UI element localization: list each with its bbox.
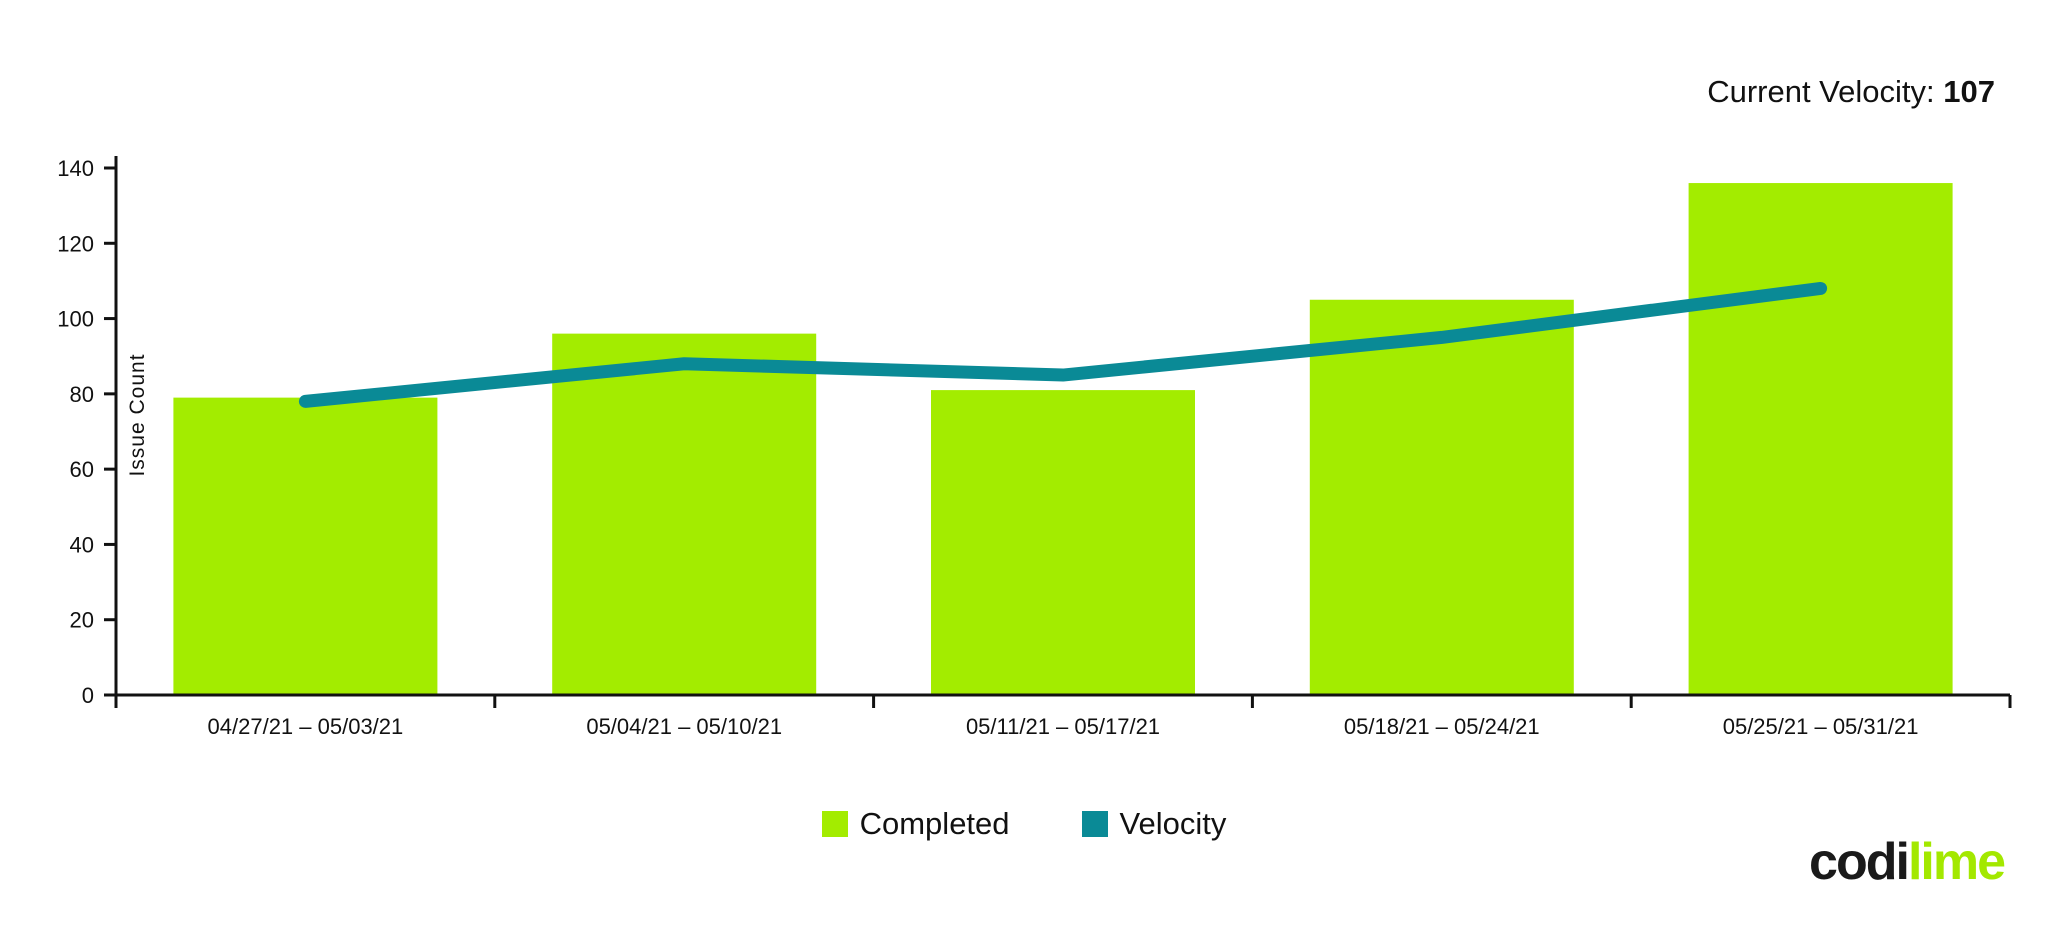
x-tick-label: 05/25/21 – 05/31/21	[1723, 714, 1919, 739]
legend-swatch-completed	[821, 811, 848, 837]
y-tick-label: 140	[57, 156, 94, 181]
bar-completed	[552, 333, 817, 695]
legend-item-velocity: Velocity	[1081, 806, 1227, 842]
bar-completed	[1309, 299, 1574, 695]
y-tick-label: 20	[70, 608, 94, 633]
x-tick-label: 05/04/21 – 05/10/21	[586, 714, 782, 739]
x-tick-label: 04/27/21 – 05/03/21	[208, 714, 404, 739]
x-tick-label: 05/11/21 – 05/17/21	[966, 714, 1160, 739]
logo-text-dark: codi	[1809, 833, 1910, 891]
velocity-line	[298, 281, 1828, 408]
y-tick-label: 60	[70, 457, 94, 482]
logo-text-lime: lime	[1907, 833, 2006, 891]
y-tick-label: 40	[70, 532, 94, 557]
y-tick-label: 100	[57, 307, 94, 332]
bar-completed	[1688, 183, 1953, 696]
legend-label-completed: Completed	[859, 806, 1010, 841]
y-tick-label: 120	[57, 231, 94, 256]
bar-completed	[931, 390, 1195, 695]
current-velocity-readout: Current Velocity: 107	[1707, 74, 1995, 110]
chart-legend: Completed Velocity	[0, 806, 2048, 842]
legend-item-completed: Completed	[821, 806, 1010, 842]
x-tick-label: 05/18/21 – 05/24/21	[1344, 714, 1540, 739]
current-velocity-value: 107	[1943, 74, 1995, 109]
legend-label-velocity: Velocity	[1119, 806, 1227, 841]
bar-completed	[173, 397, 438, 695]
y-axis-title: Issue Count	[126, 353, 149, 476]
current-velocity-label: Current Velocity:	[1707, 74, 1935, 109]
legend-swatch-velocity	[1081, 811, 1108, 837]
codilime-logo: codilime	[1809, 833, 2006, 891]
y-tick-label: 0	[82, 683, 94, 708]
y-tick-label: 80	[70, 382, 94, 407]
